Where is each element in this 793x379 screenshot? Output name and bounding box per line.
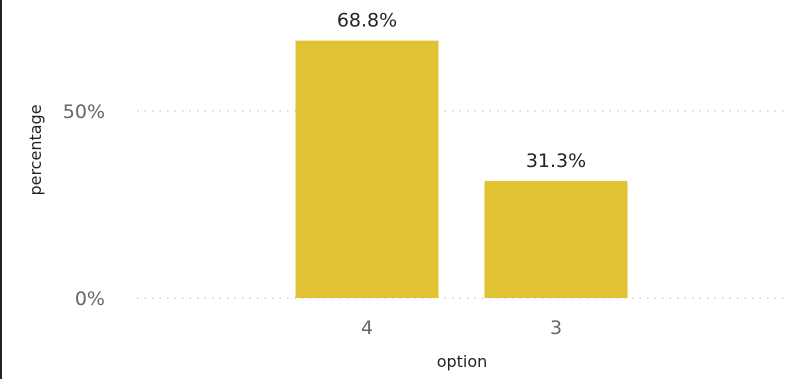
gridlines (137, 110, 787, 299)
bar[interactable] (484, 180, 628, 298)
data-label: 31.3% (526, 150, 586, 172)
y-tick-label: 50% (63, 101, 105, 123)
y-tick-label: 0% (75, 288, 105, 310)
data-labels: 68.8% 31.3% (337, 10, 586, 172)
bar[interactable] (295, 40, 439, 299)
y-axis-title: percentage (26, 104, 45, 195)
x-axis-title: option (437, 352, 488, 371)
x-tick-label: 3 (550, 317, 562, 339)
data-label: 68.8% (337, 10, 397, 32)
bars (295, 40, 628, 299)
y-axis-ticks: 0% 50% (63, 101, 105, 310)
x-tick-label: 4 (361, 317, 373, 339)
